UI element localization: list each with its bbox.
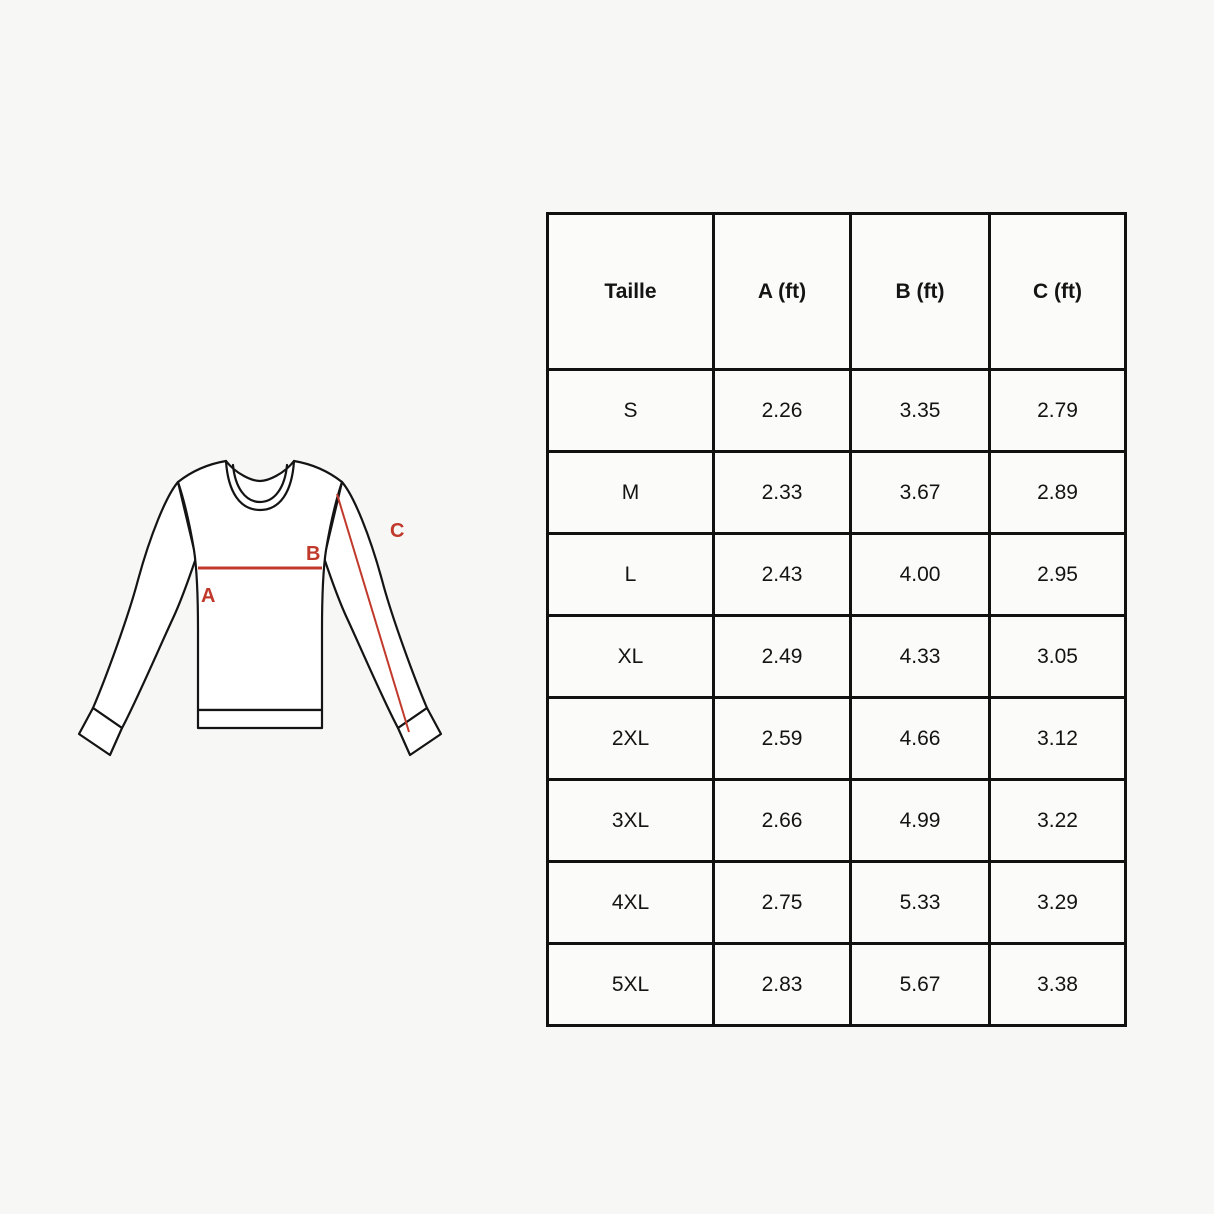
bottom-hem xyxy=(196,708,324,730)
cell-c: 2.89 xyxy=(988,450,1127,535)
cell-c: 2.79 xyxy=(988,368,1127,453)
cell-size: S xyxy=(546,368,715,453)
column-header-c: C (ft) xyxy=(988,212,1127,371)
table-body: S 2.26 3.35 2.79 M 2.33 3.67 2.89 L 2.43… xyxy=(546,368,1127,1027)
cell-size: XL xyxy=(546,614,715,699)
cell-a: 2.33 xyxy=(712,450,852,535)
right-cuff xyxy=(396,706,443,757)
cell-b: 5.67 xyxy=(849,942,991,1027)
cell-a: 2.75 xyxy=(712,860,852,945)
table-row: M 2.33 3.67 2.89 xyxy=(546,450,1127,535)
table-row: XL 2.49 4.33 3.05 xyxy=(546,614,1127,699)
cell-b: 3.35 xyxy=(849,368,991,453)
measure-line-c xyxy=(336,493,410,733)
column-header-b: B (ft) xyxy=(849,212,991,371)
measure-label-c: C xyxy=(390,520,404,542)
cell-a: 2.26 xyxy=(712,368,852,453)
cell-b: 4.00 xyxy=(849,532,991,617)
size-table: Taille A (ft) B (ft) C (ft) S 2.26 3.35 … xyxy=(546,212,1127,1027)
cell-c: 3.22 xyxy=(988,778,1127,863)
measure-label-b: B xyxy=(306,543,320,565)
cell-size: L xyxy=(546,532,715,617)
sweatshirt-illustration: A B C xyxy=(77,459,443,757)
collar-outer-arc xyxy=(224,459,296,512)
cell-size: 5XL xyxy=(546,942,715,1027)
cell-b: 5.33 xyxy=(849,860,991,945)
table-row: 4XL 2.75 5.33 3.29 xyxy=(546,860,1127,945)
cell-a: 2.66 xyxy=(712,778,852,863)
measure-label-a: A xyxy=(201,585,215,607)
cell-c: 3.12 xyxy=(988,696,1127,781)
table-row: 5XL 2.83 5.67 3.38 xyxy=(546,942,1127,1027)
neckline-collar xyxy=(224,459,296,512)
right-sleeve xyxy=(322,480,429,730)
cell-b: 4.99 xyxy=(849,778,991,863)
cell-c: 3.38 xyxy=(988,942,1127,1027)
table-row: 2XL 2.59 4.66 3.12 xyxy=(546,696,1127,781)
torso xyxy=(176,459,344,712)
sweatshirt-outline xyxy=(77,459,443,757)
cell-a: 2.59 xyxy=(712,696,852,781)
cell-b: 3.67 xyxy=(849,450,991,535)
cell-size: 4XL xyxy=(546,860,715,945)
column-header-taille: Taille xyxy=(546,212,715,371)
table-header-row: Taille A (ft) B (ft) C (ft) xyxy=(546,212,1127,371)
collar-inner-arc xyxy=(231,463,289,504)
cell-a: 2.49 xyxy=(712,614,852,699)
table-row: 3XL 2.66 4.99 3.22 xyxy=(546,778,1127,863)
garment-diagram: A B C xyxy=(60,440,460,770)
cell-a: 2.43 xyxy=(712,532,852,617)
cell-size: 2XL xyxy=(546,696,715,781)
cell-a: 2.83 xyxy=(712,942,852,1027)
cell-c: 3.05 xyxy=(988,614,1127,699)
table-row: S 2.26 3.35 2.79 xyxy=(546,368,1127,453)
cell-b: 4.66 xyxy=(849,696,991,781)
cell-c: 3.29 xyxy=(988,860,1127,945)
left-cuff xyxy=(77,706,124,757)
table-row: L 2.43 4.00 2.95 xyxy=(546,532,1127,617)
cell-c: 2.95 xyxy=(988,532,1127,617)
cell-size: 3XL xyxy=(546,778,715,863)
column-header-a: A (ft) xyxy=(712,212,852,371)
cell-b: 4.33 xyxy=(849,614,991,699)
left-sleeve xyxy=(91,480,198,730)
cell-size: M xyxy=(546,450,715,535)
table-header: Taille A (ft) B (ft) C (ft) xyxy=(546,212,1127,371)
size-table-container: Taille A (ft) B (ft) C (ft) S 2.26 3.35 … xyxy=(546,212,1127,1027)
